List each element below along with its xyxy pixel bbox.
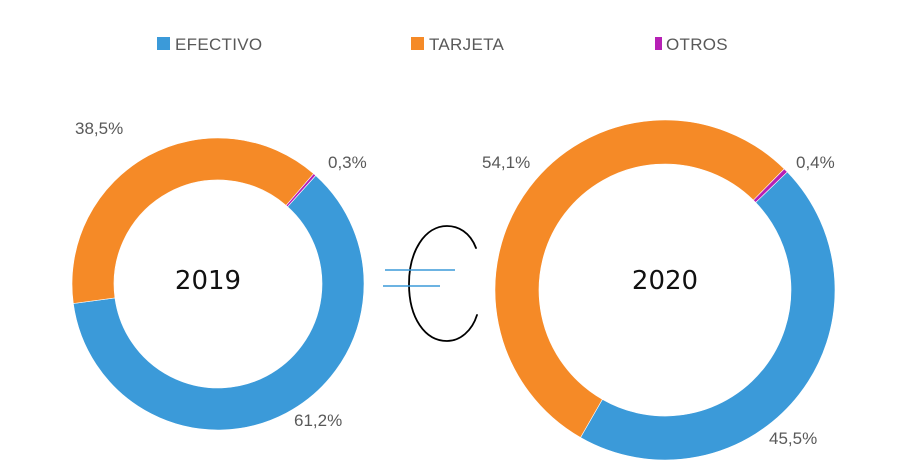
slice-efectivo-2019 — [72, 175, 365, 431]
slice-otros-2020 — [752, 168, 788, 203]
donut-title-2019: 2019 — [175, 266, 241, 296]
legend-label-tarjeta: TARJETA — [429, 35, 504, 54]
legend-label-efectivo: EFECTIVO — [175, 35, 262, 54]
donut-2020 — [494, 119, 836, 461]
slice-label-tarjeta-2019: 38,5% — [75, 119, 123, 138]
slice-label-otros-2019: 0,3% — [328, 153, 367, 172]
legend-swatch-otros — [655, 37, 662, 50]
slice-label-efectivo-2020: 45,5% — [769, 429, 817, 448]
legend: EFECTIVO TARJETA OTROS — [157, 35, 728, 54]
slice-label-otros-2020: 0,4% — [796, 153, 835, 172]
legend-swatch-efectivo — [157, 37, 170, 50]
slice-label-tarjeta-2020: 54,1% — [482, 153, 530, 172]
euro-icon — [383, 225, 478, 342]
donut-2019 — [71, 137, 365, 431]
slice-efectivo-2020 — [580, 171, 836, 461]
legend-swatch-tarjeta — [411, 37, 424, 50]
slice-label-efectivo-2019: 61,2% — [294, 411, 342, 430]
slice-tarjeta-2019 — [71, 137, 315, 304]
donut-title-2020: 2020 — [632, 266, 698, 296]
slice-otros-2019 — [285, 173, 317, 208]
slice-tarjeta-2020 — [494, 119, 785, 438]
legend-label-otros: OTROS — [666, 35, 728, 54]
